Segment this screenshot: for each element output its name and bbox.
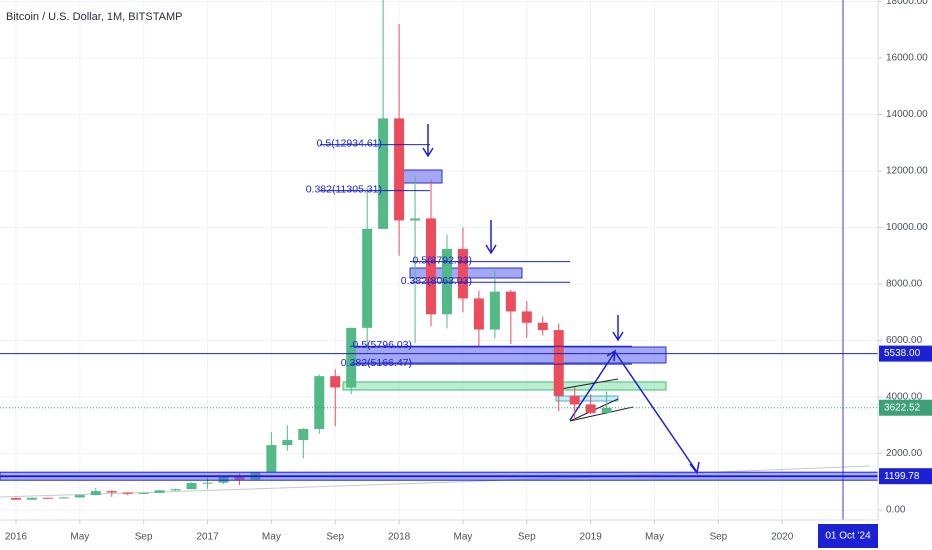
candle-body xyxy=(138,492,149,494)
overlay: 0.5(12934.61) 0.382(11305.31) 0.5(8792.33)… xyxy=(0,137,879,481)
x-tick-label: 2017 xyxy=(196,532,219,543)
arrow xyxy=(612,315,624,342)
x-tick-label: Sep xyxy=(326,532,344,543)
candle-body xyxy=(521,311,532,323)
last-price-tag xyxy=(879,399,932,416)
candle-body xyxy=(394,118,405,221)
candle-body xyxy=(298,429,309,441)
candle-body xyxy=(186,482,197,490)
x-tick-label: Sep xyxy=(709,532,727,543)
price-tag xyxy=(879,468,932,485)
candle-body xyxy=(90,491,101,496)
candle-body xyxy=(314,376,325,429)
candle-body xyxy=(489,291,500,330)
y-tick-label: 6000.00 xyxy=(886,335,923,346)
candle-body xyxy=(537,322,548,331)
y-tick-label: 4000.00 xyxy=(886,392,923,403)
fib-label: 0.5(12934.61) xyxy=(317,137,382,149)
candle-body xyxy=(74,495,85,498)
candle-body xyxy=(585,404,596,413)
candle-body xyxy=(569,395,580,405)
candle-body xyxy=(601,407,612,413)
y-tick-label: 14000.00 xyxy=(886,109,928,120)
fib-label: 0.5(8792.33) xyxy=(412,254,472,266)
x-tick-label: 2020 xyxy=(771,532,794,543)
candle-body xyxy=(282,440,293,446)
fib-label: 0.382(11305.31) xyxy=(306,183,382,195)
candle-body xyxy=(266,445,277,472)
x-tick-label: May xyxy=(70,532,89,543)
chart-title: Bitcoin / U.S. Dollar, 1M, BITSTAMP xyxy=(6,11,182,23)
candle-body xyxy=(346,327,357,388)
y-tick-label: 10000.00 xyxy=(886,222,928,233)
last-price-label: 3622.52 xyxy=(884,402,921,413)
candle-body xyxy=(202,482,213,484)
price-tag-label: 1199.78 xyxy=(884,471,920,482)
y-tick-label: 18000.00 xyxy=(886,0,928,7)
candle-body xyxy=(553,330,564,396)
x-tick-label: May xyxy=(645,532,664,543)
candle-body xyxy=(473,298,484,330)
candle-body xyxy=(42,497,53,499)
candle-body xyxy=(106,491,117,493)
candle-body xyxy=(122,492,133,494)
candle-body xyxy=(426,218,437,315)
candle-body xyxy=(154,490,165,493)
price-tag-label: 5538.00 xyxy=(884,348,921,359)
x-tick-label: 2016 xyxy=(5,532,28,543)
fib-label: 0.5(5796.03) xyxy=(352,339,412,351)
zone-box xyxy=(342,381,667,391)
x-tick-label: May xyxy=(453,532,472,543)
fib-label: 0.382(5166.47) xyxy=(341,357,412,369)
candle-body xyxy=(505,291,516,312)
crosshair-tag xyxy=(818,524,878,548)
x-tick-label: Sep xyxy=(518,532,536,543)
moving-average xyxy=(0,465,871,498)
y-tick-label: 2000.00 xyxy=(886,448,923,459)
candle-body xyxy=(362,228,373,328)
x-tick-label: 2019 xyxy=(580,532,603,543)
grid xyxy=(0,0,878,520)
candle-body xyxy=(170,489,181,491)
candles xyxy=(10,0,612,501)
candle-body xyxy=(378,118,389,229)
y-tick-label: 12000.00 xyxy=(886,166,928,177)
y-tick-label: 16000.00 xyxy=(886,53,928,64)
candle-body xyxy=(58,497,69,499)
price-tag xyxy=(879,345,932,362)
arrow xyxy=(422,124,434,158)
candle-body xyxy=(10,497,21,500)
x-tick-label: Sep xyxy=(135,532,153,543)
y-tick-label: 8000.00 xyxy=(886,279,923,290)
x-tick-label: 2018 xyxy=(388,532,411,543)
candle-body xyxy=(441,248,452,315)
zone-box xyxy=(555,395,619,402)
candle-body xyxy=(410,218,421,221)
fib-label: 0.382(8063.03) xyxy=(401,275,472,287)
candle-body xyxy=(457,248,468,299)
crosshair-label: 01 Oct '24 xyxy=(825,531,871,542)
y-tick-label: 0.00 xyxy=(886,505,906,516)
candle-body xyxy=(26,497,37,500)
arrow xyxy=(485,220,497,255)
candle-body xyxy=(330,376,341,388)
x-tick-label: May xyxy=(262,532,281,543)
